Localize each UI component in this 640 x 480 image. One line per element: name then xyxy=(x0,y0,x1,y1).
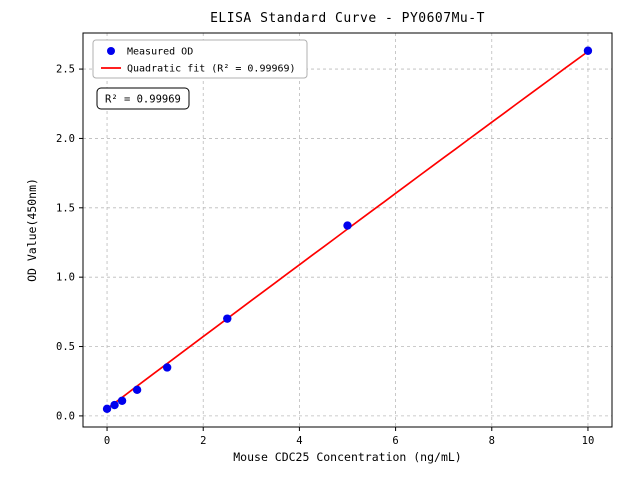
x-tick-label: 2 xyxy=(200,435,206,447)
y-tick-label: 2.5 xyxy=(56,64,75,76)
data-point xyxy=(102,404,112,414)
y-axis: 0.0 0.5 1.0 1.5 2.0 2.5 xyxy=(56,64,83,422)
x-tick-label: 0 xyxy=(104,435,110,447)
x-tick-label: 6 xyxy=(392,435,398,447)
legend-label-fit: Quadratic fit (R² = 0.99969) xyxy=(127,64,296,75)
data-point xyxy=(110,400,119,410)
data-point xyxy=(117,396,127,405)
legend-marker-point xyxy=(107,47,115,55)
legend: Measured OD Quadratic fit (R² = 0.99969) xyxy=(92,39,308,79)
data-point xyxy=(223,314,232,323)
chart-title: ELISA Standard Curve - PY0607Mu-T xyxy=(210,11,485,26)
y-tick-label: 0.5 xyxy=(56,341,75,353)
x-tick-label: 4 xyxy=(296,435,302,447)
grid xyxy=(83,33,612,427)
plot-border xyxy=(82,32,613,428)
x-axis-label: Mouse CDC25 Concentration (ng/mL) xyxy=(233,450,461,464)
y-tick-label: 1.0 xyxy=(56,272,75,284)
data-point xyxy=(132,385,142,395)
data-point xyxy=(343,221,352,230)
legend-box xyxy=(92,39,308,79)
y-tick-label: 1.5 xyxy=(56,202,75,214)
scatter-series xyxy=(102,46,593,414)
data-point xyxy=(162,363,172,372)
y-tick-label: 2.0 xyxy=(56,133,75,145)
x-tick-label: 10 xyxy=(582,435,595,447)
annotation: R² = 0.99969 xyxy=(96,87,190,110)
annotation-box xyxy=(96,87,190,110)
annotation-text: R² = 0.99969 xyxy=(105,94,181,106)
x-axis: 0 2 4 6 8 10 xyxy=(104,427,594,447)
y-axis-label: OD Value(450nm) xyxy=(25,178,39,282)
legend-label-measured: Measured OD xyxy=(127,47,193,58)
x-tick-label: 8 xyxy=(489,435,495,447)
y-tick-label: 0.0 xyxy=(56,410,75,422)
data-point xyxy=(583,46,593,55)
